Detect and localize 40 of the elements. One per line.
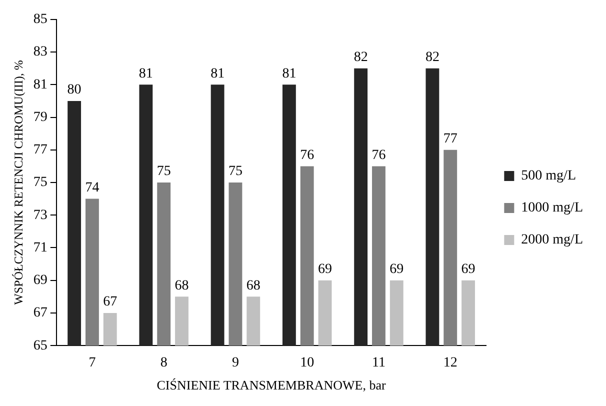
- data-label: 69: [390, 262, 404, 278]
- data-label: 81: [138, 66, 153, 82]
- data-label: 81: [282, 66, 296, 82]
- y-tick-label: 81: [33, 77, 48, 92]
- x-tick-label: 12: [443, 356, 458, 371]
- data-label: 75: [156, 164, 171, 180]
- y-tick-label: 77: [33, 142, 48, 158]
- data-label: 69: [461, 262, 476, 278]
- data-label: 76: [300, 148, 314, 163]
- legend-label: 1000 mg/L: [521, 200, 584, 216]
- data-label: 80: [67, 82, 82, 98]
- y-axis-title: WSPÓŁCZYNNIK RETENCJI CHROMU(III), %: [11, 60, 26, 305]
- y-tick-label: 83: [33, 44, 48, 60]
- data-label: 82: [354, 50, 368, 65]
- y-tick-label: 67: [33, 306, 48, 321]
- x-axis-title: CIŚNIENIE TRANSMEMBRANOWE, bar: [156, 378, 386, 393]
- y-tick-label: 71: [33, 240, 48, 256]
- y-tick-label: 69: [33, 273, 48, 288]
- x-tick-label: 10: [300, 356, 314, 371]
- data-label: 68: [246, 278, 260, 294]
- y-tick-label: 65: [33, 338, 48, 354]
- data-label: 81: [210, 66, 225, 82]
- x-tick-label: 11: [372, 356, 386, 371]
- data-label: 82: [425, 50, 440, 65]
- data-label: 68: [174, 278, 189, 294]
- y-tick-label: 75: [33, 175, 48, 190]
- y-tick-label: 73: [33, 208, 48, 223]
- x-tick-label: 7: [88, 356, 96, 371]
- x-tick-label: 8: [160, 356, 168, 371]
- data-label: 77: [443, 132, 458, 147]
- data-label: 76: [372, 148, 386, 163]
- y-tick-label: 85: [33, 12, 48, 28]
- data-label: 75: [228, 164, 242, 180]
- x-tick-label: 9: [232, 356, 239, 371]
- data-label: 74: [85, 180, 100, 196]
- legend-label: 500 mg/L: [521, 168, 576, 184]
- legend-label: 2000 mg/L: [521, 232, 584, 248]
- data-label: 69: [318, 262, 332, 278]
- data-label: 67: [103, 294, 118, 310]
- y-tick-label: 79: [33, 110, 48, 125]
